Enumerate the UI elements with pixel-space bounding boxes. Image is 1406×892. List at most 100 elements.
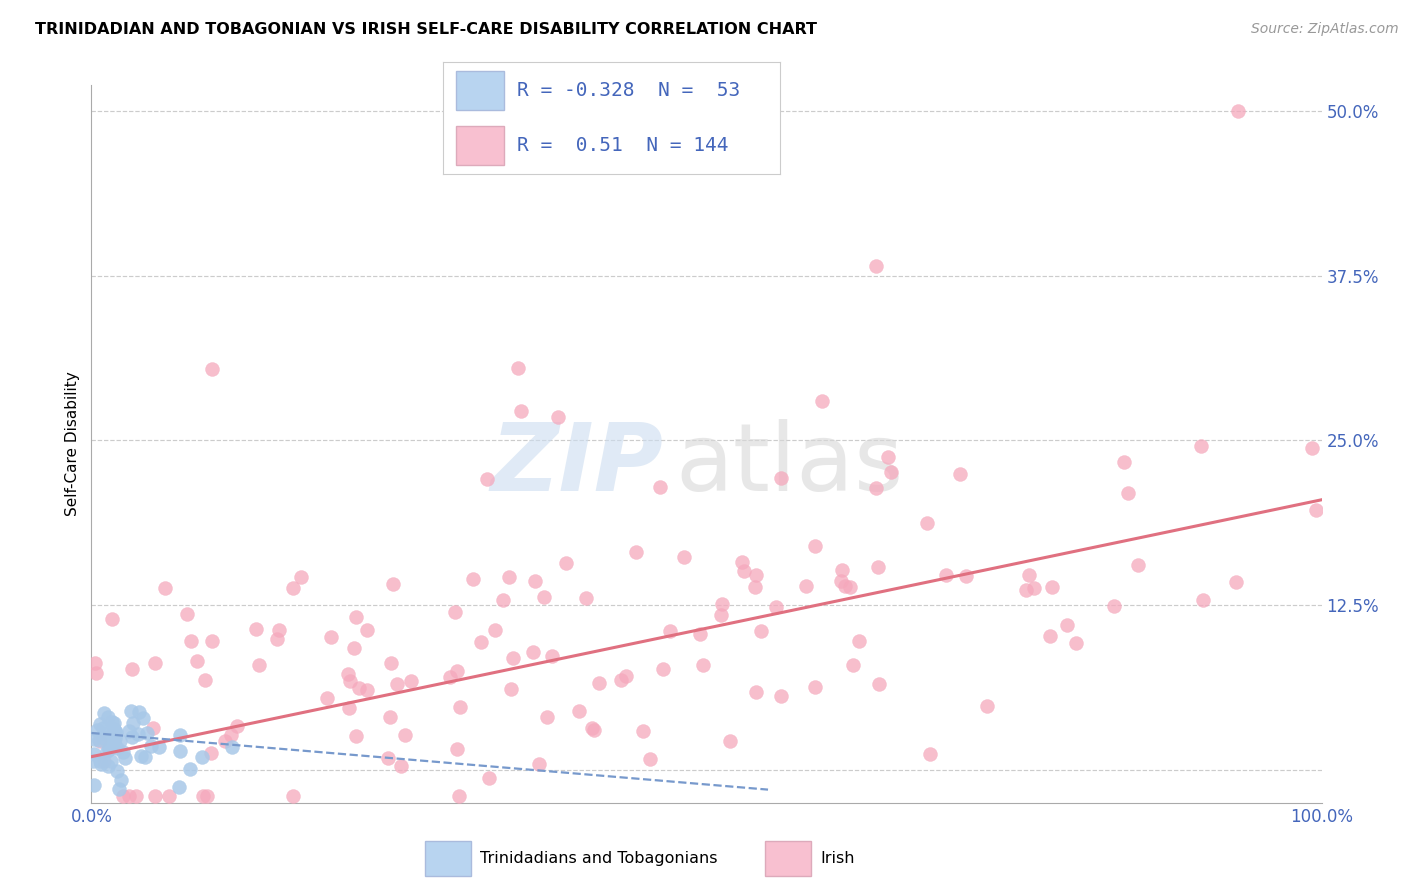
Point [86,723,108,738]
Point [247,658,270,673]
Point [502,651,524,665]
Point [337,701,360,715]
Point [1305,503,1327,517]
Point [711,597,734,611]
Point [794,579,817,593]
Point [125,789,148,804]
Point [89,734,111,748]
Point [90,757,112,772]
Point [108,734,131,748]
Point [117,724,139,739]
Bar [457,71,503,111]
Point [169,744,191,758]
Point [101,729,124,743]
Point [917,516,939,530]
Point [568,704,591,718]
Point [121,731,143,745]
Point [718,733,741,747]
Point [101,731,124,746]
Point [510,404,533,418]
Point [134,750,156,764]
Point [103,722,125,736]
Point [100,715,122,730]
Point [127,727,149,741]
Point [107,781,129,796]
Point [103,736,125,750]
Point [443,606,465,620]
Point [89,754,111,768]
Point [226,719,249,733]
Point [865,482,887,496]
Point [830,574,852,589]
Point [122,715,145,730]
Point [118,789,141,804]
Point [547,409,569,424]
Point [315,690,337,705]
Point [484,623,506,637]
Point [266,632,288,646]
Point [744,580,766,594]
Point [1112,455,1135,469]
Point [114,750,136,764]
Point [865,260,887,274]
Point [659,624,682,639]
Point [955,569,977,583]
Point [101,612,124,626]
Point [91,731,114,746]
Point [97,741,120,756]
Point [180,634,202,648]
Point [176,607,198,622]
Point [610,673,633,687]
Point [935,568,957,582]
Point [475,472,498,486]
Point [83,778,105,792]
Point [588,676,610,690]
Point [145,789,167,804]
Point [179,763,201,777]
Point [1018,567,1040,582]
Point [710,607,733,622]
Point [245,623,267,637]
Point [153,581,176,595]
Point [378,709,401,723]
Point [1189,439,1212,453]
Point [394,728,416,742]
Point [195,789,218,804]
Point [733,564,755,578]
Point [148,740,170,755]
Text: Irish: Irish [821,851,855,866]
Point [446,664,468,678]
Point [157,789,180,804]
Point [449,700,471,714]
Bar [765,841,811,876]
Point [848,634,870,648]
Point [89,716,111,731]
Point [446,742,468,756]
Point [1118,486,1140,500]
Point [692,657,714,672]
Point [1056,618,1078,632]
Point [918,747,941,761]
Point [200,634,222,648]
Point [121,662,143,676]
Point [527,757,550,772]
Point [866,559,889,574]
Point [449,789,471,804]
Point [540,648,562,663]
Point [1126,558,1149,572]
Point [186,654,208,668]
Point [399,673,422,688]
Point [128,706,150,720]
Point [810,393,832,408]
Point [269,624,291,638]
Point [93,755,115,769]
Point [343,640,366,655]
Point [880,465,903,479]
Point [344,609,367,624]
Text: ZIP: ZIP [491,419,664,511]
Point [105,764,128,778]
Point [765,599,787,614]
Point [672,550,695,565]
Point [651,662,673,676]
Point [834,579,856,593]
